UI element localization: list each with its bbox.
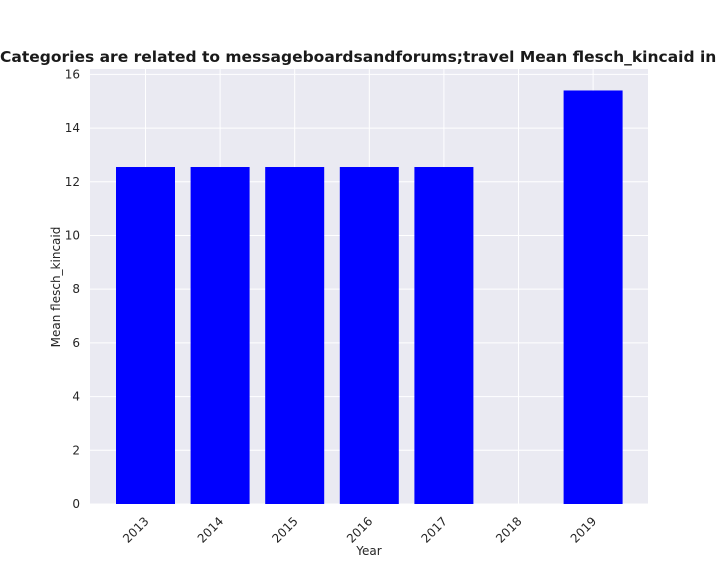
x-tick-label: 2017 <box>419 514 450 545</box>
bar-2014 <box>190 167 250 504</box>
bar-2016 <box>339 167 399 504</box>
x-axis-label: Year <box>355 544 381 558</box>
y-tick-label: 12 <box>65 175 80 189</box>
y-tick-label: 16 <box>65 67 80 81</box>
bar-2019 <box>563 90 623 505</box>
y-tick-label: 10 <box>65 228 80 242</box>
x-tick-label: 2016 <box>344 514 375 545</box>
x-tick-label: 2014 <box>195 514 226 545</box>
y-tick-label: 0 <box>72 497 80 511</box>
x-tick-label: 2013 <box>120 514 151 545</box>
y-axis-label: Mean flesch_kincaid <box>49 227 63 348</box>
x-axis-ticks: 2013 2014 2015 2016 2017 2018 2019 <box>120 514 599 545</box>
chart-title: Categories are related to messageboardsa… <box>0 48 720 66</box>
y-tick-label: 4 <box>72 390 80 404</box>
y-tick-label: 14 <box>65 121 80 135</box>
y-axis-ticks: 0 2 4 6 8 10 12 14 16 <box>65 67 80 511</box>
x-tick-label: 2019 <box>568 514 599 545</box>
bar-2017 <box>414 167 474 504</box>
bars <box>116 90 623 505</box>
y-tick-label: 6 <box>72 336 80 350</box>
x-tick-label: 2018 <box>493 514 524 545</box>
x-tick-label: 2015 <box>269 514 300 545</box>
bar-2013 <box>116 167 175 504</box>
bar-2015 <box>265 167 325 504</box>
y-tick-label: 8 <box>72 282 80 296</box>
y-tick-label: 2 <box>72 443 80 457</box>
